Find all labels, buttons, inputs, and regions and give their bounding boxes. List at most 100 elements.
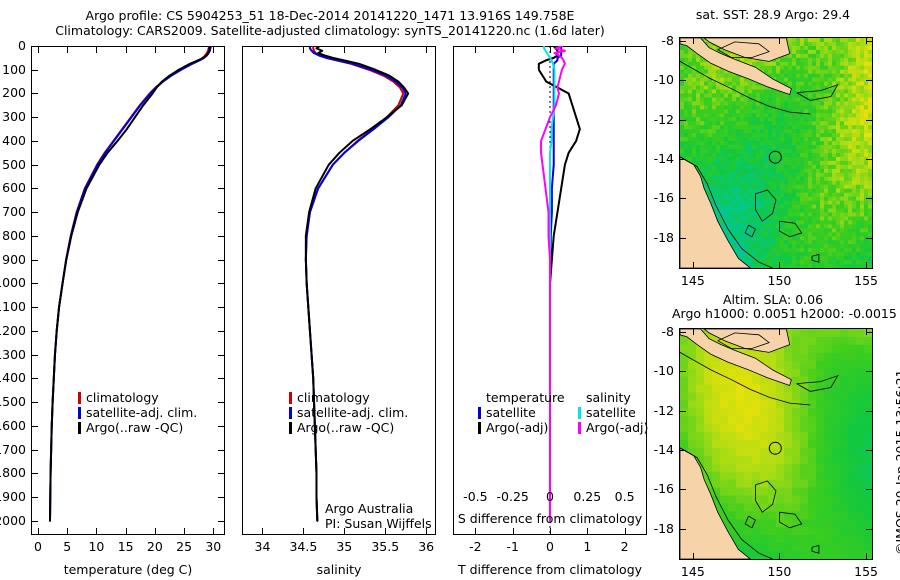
map-cell — [844, 153, 849, 158]
map-cell — [844, 93, 849, 99]
map-cell — [784, 141, 789, 146]
map-cell — [796, 153, 801, 158]
salinity-profile-panel[interactable] — [242, 46, 436, 535]
map-cell — [808, 45, 813, 51]
map-cell — [788, 236, 793, 241]
map-cell — [860, 101, 865, 107]
map-cell — [788, 188, 793, 194]
map-cell — [856, 93, 861, 99]
map-cell — [696, 137, 701, 142]
map-cell — [736, 184, 741, 190]
map-cell — [800, 471, 809, 481]
map-cell — [836, 145, 841, 150]
map-cell — [788, 192, 793, 198]
map-cell — [824, 41, 829, 47]
map-cell — [768, 527, 777, 536]
map-cell — [828, 260, 833, 265]
map-cell — [852, 160, 857, 166]
map-cell — [760, 208, 765, 214]
map-cell — [808, 329, 817, 338]
map-cell — [724, 69, 729, 75]
map-cell — [864, 164, 869, 170]
map-cell — [736, 228, 741, 233]
salinity-profile-plot — [304, 46, 410, 522]
map-cell — [848, 45, 853, 51]
map-cell — [848, 97, 853, 103]
map-cell — [824, 121, 829, 126]
map-cell — [824, 455, 833, 465]
map-cell — [728, 153, 733, 158]
axis-tick-label: -14 — [653, 441, 674, 457]
legend-label-sal-argo-adj: Argo(-adj) — [586, 420, 649, 435]
map-cell — [856, 256, 861, 261]
map-cell — [824, 129, 829, 134]
map-cell — [796, 61, 801, 67]
map-cell — [784, 200, 789, 206]
map-cell — [800, 168, 805, 174]
map-cell — [864, 65, 869, 71]
map-cell — [684, 89, 689, 95]
map-cell — [756, 153, 761, 158]
map-cell — [816, 216, 821, 222]
map-cell — [768, 244, 773, 249]
map-cell — [800, 455, 809, 465]
map-cell — [804, 101, 809, 107]
map-cell — [852, 153, 857, 158]
map-cell — [824, 252, 829, 257]
map-cell — [780, 264, 785, 268]
map-cell — [784, 487, 793, 497]
map-cell — [848, 105, 853, 110]
map-cell — [796, 53, 801, 59]
map-cell — [848, 117, 853, 122]
map-cell — [680, 81, 685, 87]
float-position-marker[interactable] — [768, 441, 782, 455]
map-cell — [764, 129, 769, 134]
map-cell — [728, 392, 737, 401]
map-cell — [808, 256, 813, 261]
map-cell — [692, 109, 697, 114]
map-cell — [860, 105, 865, 110]
map-cell — [740, 149, 745, 154]
map-cell — [720, 487, 729, 497]
map-cell — [728, 208, 733, 214]
map-cell — [840, 160, 845, 166]
map-cell — [792, 260, 797, 265]
map-cell — [680, 49, 685, 55]
map-cell — [864, 156, 869, 162]
map-cell — [824, 77, 829, 83]
map-cell — [796, 156, 801, 162]
map-cell — [864, 260, 869, 265]
map-cell — [816, 125, 821, 130]
map-cell — [732, 149, 737, 154]
map-cell — [696, 392, 705, 401]
map-cell — [736, 424, 745, 433]
map-cell — [720, 376, 729, 386]
map-cell — [728, 527, 737, 536]
legend-item-temp-argo-adj: Argo(-adj) — [478, 420, 565, 435]
map-cell — [816, 77, 821, 83]
map-cell — [736, 487, 745, 497]
map-cell — [852, 220, 857, 225]
float-position-marker[interactable] — [768, 150, 782, 164]
map-cell — [744, 133, 749, 138]
map-cell — [832, 41, 837, 47]
map-cell — [820, 41, 825, 47]
map-cell — [836, 232, 841, 237]
map-cell — [840, 408, 849, 417]
map-cell — [756, 81, 761, 87]
map-cell — [764, 101, 769, 107]
map-cell — [732, 192, 737, 198]
map-cell — [812, 244, 817, 249]
map-cell — [792, 352, 801, 362]
map-cell — [700, 61, 705, 67]
map-cell — [768, 113, 773, 118]
map-cell — [708, 117, 713, 122]
map-cell — [728, 471, 737, 481]
map-cell — [748, 113, 753, 118]
map-cell — [784, 216, 789, 222]
map-cell — [836, 105, 841, 110]
map-cell — [748, 149, 753, 154]
map-cell — [696, 85, 701, 91]
map-cell — [784, 192, 789, 198]
map-cell — [824, 145, 829, 150]
